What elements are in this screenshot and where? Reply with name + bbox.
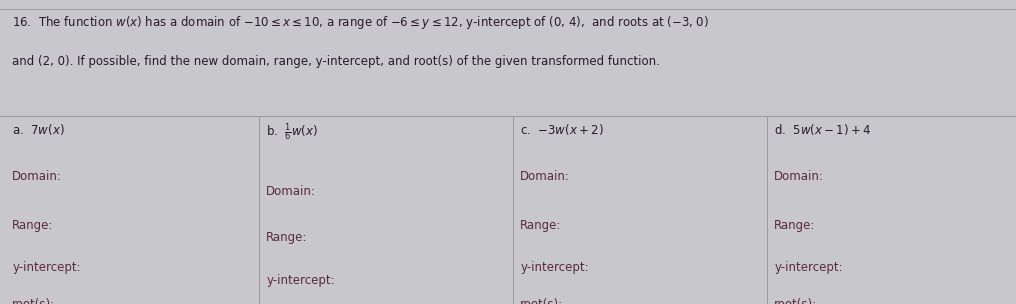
Text: y-intercept:: y-intercept: [520, 261, 589, 275]
Text: Domain:: Domain: [266, 185, 316, 199]
Text: Domain:: Domain: [12, 170, 62, 183]
Text: root(s):: root(s): [12, 298, 55, 304]
Text: Range:: Range: [12, 219, 54, 232]
Text: c.  $-3w(x+2)$: c. $-3w(x+2)$ [520, 122, 604, 136]
Text: Domain:: Domain: [774, 170, 824, 183]
Text: Range:: Range: [266, 231, 308, 244]
Text: root(s):: root(s): [774, 298, 817, 304]
Text: y-intercept:: y-intercept: [774, 261, 843, 275]
Text: root(s):: root(s): [520, 298, 563, 304]
Text: and (2, 0). If possible, find the new domain, range, y-intercept, and root(s) of: and (2, 0). If possible, find the new do… [12, 55, 660, 68]
Text: a.  $7w(x)$: a. $7w(x)$ [12, 122, 65, 136]
Text: y-intercept:: y-intercept: [266, 274, 335, 287]
Text: d.  $5w(x-1)+4$: d. $5w(x-1)+4$ [774, 122, 872, 136]
Text: Domain:: Domain: [520, 170, 570, 183]
Text: y-intercept:: y-intercept: [12, 261, 81, 275]
Text: b.  $\frac{1}{6}w(x)$: b. $\frac{1}{6}w(x)$ [266, 122, 318, 143]
Text: 16.  The function $w(x)$ has a domain of $-10 \leq x \leq 10$, a range of $-6 \l: 16. The function $w(x)$ has a domain of … [12, 14, 709, 31]
Text: Range:: Range: [774, 219, 816, 232]
Text: Range:: Range: [520, 219, 562, 232]
